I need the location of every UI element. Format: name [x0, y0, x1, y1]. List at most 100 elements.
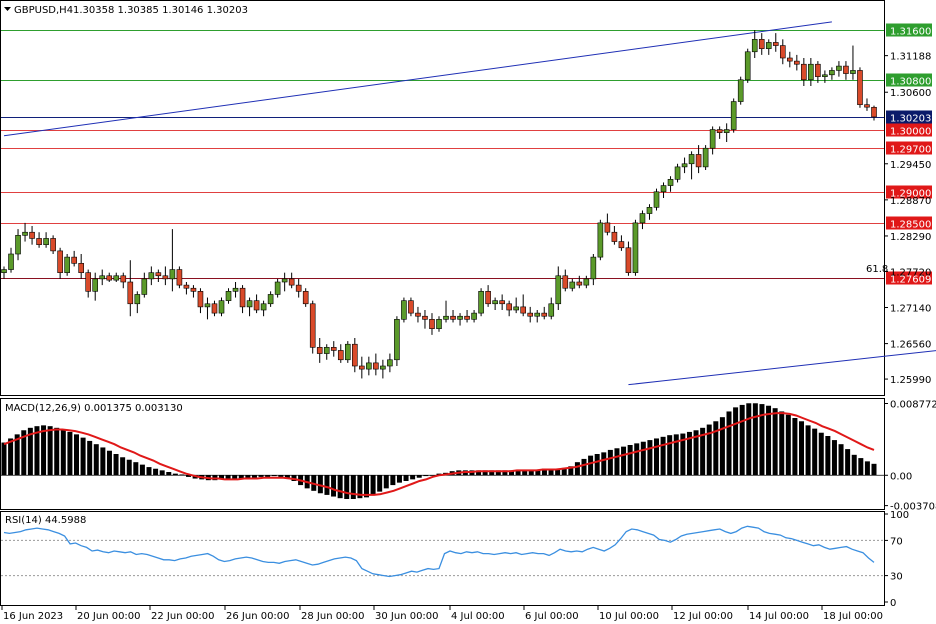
candle-body — [597, 222, 604, 258]
macd-bar — [390, 475, 396, 486]
x-tick-label: 12 Jul 00:00 — [673, 611, 733, 622]
macd-bar — [812, 428, 818, 476]
candle-body — [394, 319, 400, 361]
candle-body — [190, 287, 197, 292]
candle-body — [295, 284, 302, 292]
candle-body — [183, 284, 190, 289]
macd-bar — [284, 475, 290, 478]
macd-bar — [805, 425, 811, 476]
macd-bar — [21, 430, 27, 476]
candle-body — [8, 253, 14, 270]
candle-body — [779, 45, 786, 59]
candle-body — [113, 275, 120, 281]
candle-body — [583, 278, 590, 286]
macd-bar — [126, 459, 132, 476]
candle-body — [618, 241, 625, 249]
candle-body — [808, 63, 814, 81]
macd-bar — [766, 405, 772, 476]
macd-bar — [746, 403, 752, 476]
x-tick-label: 28 Jun 00:00 — [301, 611, 365, 622]
macd-bar — [251, 475, 257, 478]
macd-bar — [337, 475, 343, 499]
candle-body — [829, 70, 835, 76]
candle-body — [50, 238, 56, 252]
macd-bar — [706, 424, 712, 476]
candle-body — [120, 275, 127, 283]
macd-bar — [627, 445, 633, 476]
symbol-label: GBPUSD,H4 — [14, 5, 73, 16]
candle-body — [709, 129, 716, 149]
macd-bar — [67, 431, 73, 476]
candle-body — [695, 154, 702, 168]
candle-body — [352, 343, 358, 367]
candle-body — [1, 269, 7, 273]
x-tick-label: 10 Jul 00:00 — [599, 611, 659, 622]
x-axis-labels: 16 Jun 2023 20 Jun 00:00 22 Jun 00:00 26 Ju… — [1, 606, 883, 622]
macd-bar — [621, 446, 627, 476]
x-tick-label: 6 Jul 00:00 — [525, 611, 579, 622]
candle-body — [22, 231, 28, 236]
candle-body — [562, 275, 569, 289]
candle-body — [176, 269, 183, 286]
candle-body — [239, 287, 246, 308]
macd-bar — [377, 475, 383, 492]
level-tag-label: 1.30000 — [890, 127, 931, 138]
candle-body — [323, 347, 330, 354]
macd-bar — [647, 440, 653, 476]
macd-bar — [47, 426, 53, 476]
rsi-line — [1, 525, 884, 578]
candle-body — [260, 303, 267, 311]
macd-bar — [489, 470, 495, 476]
macd-y-label: 0.00 — [890, 471, 912, 482]
macd-bar — [1, 442, 7, 476]
candle-body — [681, 163, 688, 168]
candle-body — [267, 294, 274, 305]
candle-body — [380, 365, 386, 370]
rsi-y-label: 100 — [890, 510, 909, 521]
macd-bar — [159, 470, 165, 476]
candle-body — [836, 65, 842, 71]
candle-body — [148, 272, 155, 280]
macd-bar — [186, 475, 192, 477]
macd-bar — [752, 403, 758, 476]
candle-body — [534, 312, 541, 317]
rsi-y-label: 30 — [890, 572, 903, 583]
price-pane-frame — [0, 0, 885, 396]
level-tag — [886, 141, 932, 155]
rsi-pane-frame — [0, 511, 885, 606]
candle-body — [794, 60, 800, 65]
macd-bar — [482, 470, 488, 476]
macd-bar — [568, 466, 574, 476]
level-tag — [886, 123, 932, 137]
trendline — [628, 350, 936, 386]
level-tag — [886, 216, 932, 230]
macd-bar — [739, 404, 745, 476]
macd-bar — [87, 440, 93, 476]
candle-body — [429, 319, 435, 329]
macd-bar — [634, 443, 640, 476]
candle-body — [302, 291, 309, 305]
candle-body — [716, 129, 723, 133]
macd-bar — [495, 470, 501, 476]
macd-bar — [673, 434, 679, 476]
macd-bar — [588, 455, 594, 476]
level-tag-label: 1.29700 — [890, 145, 931, 156]
macd-bar — [574, 462, 580, 476]
candle-body — [211, 303, 218, 314]
macd-bar — [423, 475, 429, 477]
macd-bar — [528, 469, 534, 476]
candle-body — [674, 166, 681, 180]
dropdown-arrow-icon[interactable] — [4, 7, 11, 11]
macd-bar — [106, 450, 112, 476]
candle-body — [772, 42, 779, 46]
candle-body — [506, 303, 512, 311]
x-tick-label: 20 Jun 00:00 — [77, 611, 141, 622]
candle-body — [36, 238, 42, 245]
candle-body — [457, 315, 463, 320]
macd-bar — [278, 475, 284, 477]
macd-bar — [139, 464, 145, 476]
macd-bar — [522, 470, 528, 476]
candle-body — [815, 63, 821, 77]
level-tag-label: 1.27609 — [890, 275, 931, 286]
candle-body — [106, 275, 113, 281]
